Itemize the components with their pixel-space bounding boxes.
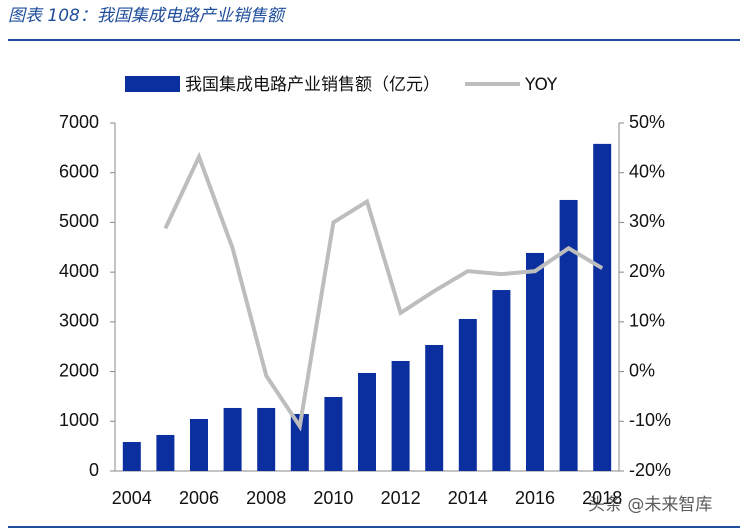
y-tick-label: 0	[89, 460, 99, 480]
legend-label: 我国集成电路产业销售额（亿元）	[185, 75, 440, 95]
y-tick-label: 7000	[59, 112, 99, 132]
bar	[425, 344, 444, 471]
y-tick-label: 2000	[59, 360, 99, 380]
yoy-line	[163, 151, 604, 432]
y2-tick-label: 20%	[629, 261, 665, 281]
x-tick-label: 2012	[381, 488, 421, 508]
legend-label: YOY	[524, 75, 558, 95]
y2-tick-label: 0%	[629, 360, 655, 380]
bar	[593, 143, 612, 471]
y-tick-label: 4000	[59, 261, 99, 281]
x-tick-label: 2018	[582, 488, 622, 508]
y2-tick-label: 10%	[629, 311, 665, 331]
bar	[290, 413, 309, 471]
bar	[122, 442, 141, 471]
x-tick-label: 2004	[112, 488, 152, 508]
bar	[492, 290, 511, 471]
y2-tick-label: -10%	[629, 410, 671, 430]
bar	[190, 418, 208, 471]
bar	[391, 360, 410, 471]
x-tick-label: 2016	[515, 488, 555, 508]
x-tick-label: 2010	[313, 488, 353, 508]
y2-tick-label: 40%	[629, 161, 665, 181]
x-tick-label: 2006	[179, 488, 219, 508]
x-tick-label: 2014	[448, 488, 488, 508]
y2-tick-label: 30%	[629, 211, 665, 231]
bar	[358, 372, 376, 471]
y-tick-label: 1000	[59, 410, 99, 430]
y2-tick-label: -20%	[629, 460, 671, 480]
bar	[559, 199, 578, 472]
x-tick-label: 2008	[246, 488, 286, 508]
bar	[458, 318, 477, 471]
bar	[324, 396, 343, 471]
bar	[156, 434, 175, 471]
bar	[526, 252, 544, 471]
chart-title: 图表 108：我国集成电路产业销售额	[8, 6, 287, 26]
bar	[223, 407, 242, 471]
watermark: 头条 @未来智库	[588, 495, 712, 515]
y-tick-label: 3000	[59, 311, 99, 331]
legend-swatch	[125, 76, 180, 92]
y-tick-label: 5000	[59, 211, 99, 231]
y-tick-label: 6000	[59, 161, 99, 181]
bar	[257, 407, 276, 471]
y2-tick-label: 50%	[629, 112, 665, 132]
